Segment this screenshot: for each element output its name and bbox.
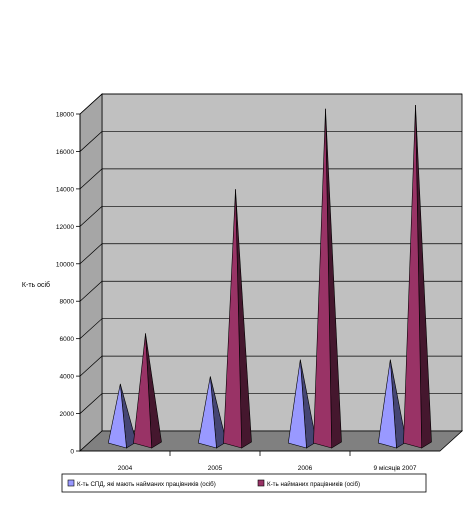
y-tick-label: 10000 — [56, 261, 74, 268]
y-tick-label: 4000 — [60, 374, 75, 381]
y-tick-label: 2000 — [60, 411, 75, 418]
y-tick-label: 0 — [70, 449, 74, 456]
gridline — [79, 131, 462, 152]
gridline — [79, 243, 462, 265]
legend: К-ть СПД, які мають найманих працівників… — [61, 473, 427, 493]
chart-walls — [78, 93, 464, 452]
x-tick-label: 9 місяців 2007 — [374, 464, 417, 472]
y-tick-label: 14000 — [56, 186, 74, 193]
gridline — [79, 280, 462, 302]
gridline — [79, 355, 462, 377]
cone-front-face — [133, 333, 153, 449]
y-tick-label: 18000 — [56, 112, 74, 119]
cone-spd-1 — [197, 376, 227, 449]
cone-front-face — [223, 189, 243, 449]
cone-front-face — [377, 359, 397, 449]
x-tick-label: 2004 — [118, 465, 133, 472]
x-tick-label: 2006 — [298, 465, 313, 472]
gridline — [79, 168, 462, 190]
gridline — [79, 318, 462, 339]
legend-entry: К-ть СПД, які мають найманих працівників… — [77, 481, 216, 488]
legend-swatch — [67, 479, 75, 487]
cone-spd-2 — [287, 359, 317, 449]
axes: 0 2000 4000 6000 8000 10000 12000 14000 16000 180… — [56, 112, 440, 472]
cone-workers-2 — [313, 108, 342, 449]
y-axis-label: К-ть осіб — [22, 281, 50, 289]
gridline — [79, 393, 462, 414]
gridlines — [79, 93, 462, 414]
cone-front-face — [287, 359, 307, 449]
y-tick-label: 8000 — [60, 299, 75, 306]
cone-workers-3 — [403, 104, 432, 449]
legend-entry: К-ть найманих працівників (осіб) — [267, 481, 360, 488]
cone-spd-0 — [107, 383, 137, 449]
data-marks — [107, 104, 432, 449]
cone-front-face — [403, 104, 423, 449]
cone-spd-3 — [377, 359, 407, 449]
cone-workers-1 — [223, 189, 252, 449]
legend-swatch — [257, 479, 265, 487]
cone-workers-0 — [133, 333, 162, 449]
gridline — [79, 93, 462, 115]
gridline — [79, 205, 462, 227]
legend-box — [61, 473, 427, 493]
y-tick-label: 12000 — [56, 224, 74, 231]
cone-front-face — [107, 383, 127, 449]
side-wall — [79, 93, 103, 452]
y-tick-label: 6000 — [60, 336, 75, 343]
cone-front-face — [313, 108, 333, 449]
x-tick-label: 2005 — [208, 465, 223, 472]
y-tick-label: 16000 — [56, 149, 74, 156]
cone-front-face — [197, 376, 217, 449]
